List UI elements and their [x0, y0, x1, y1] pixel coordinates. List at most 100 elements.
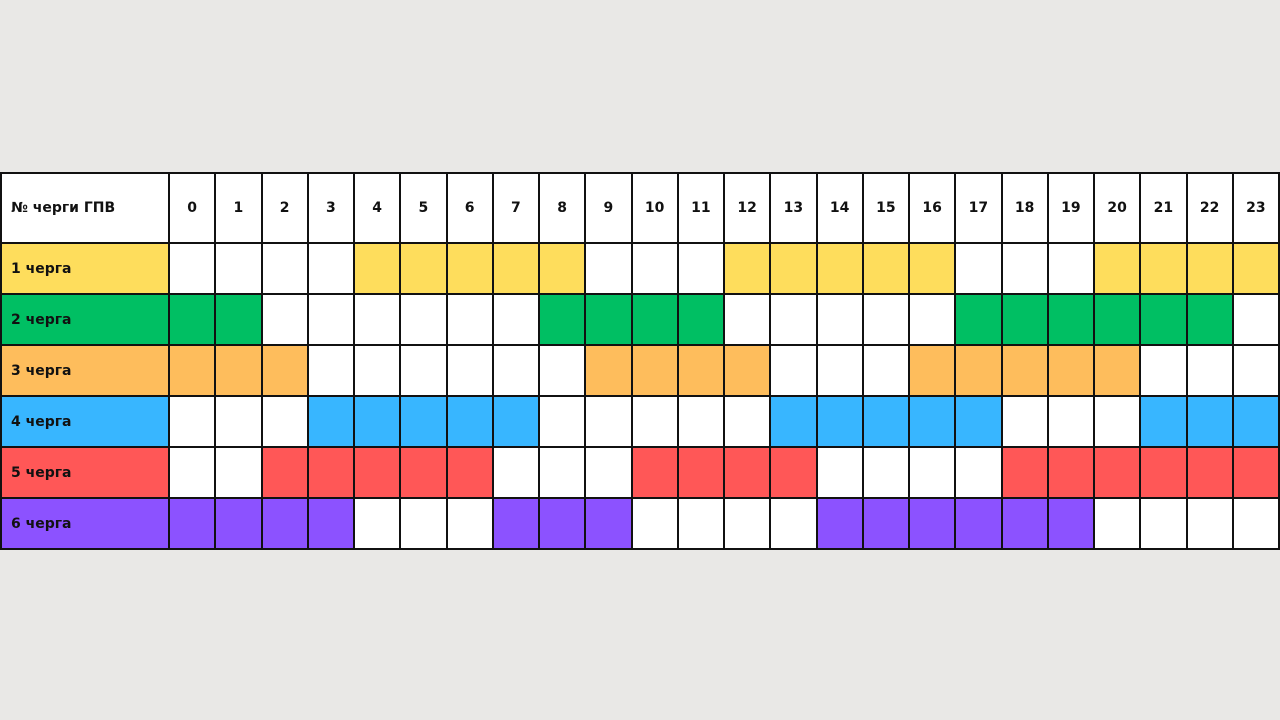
- queue-3-hour-13-cell: [769, 344, 818, 397]
- hour-header-5: 5: [399, 172, 448, 244]
- outage-schedule-table: № черги ГПВ 0 1 2 3 4 5 6 7 8 9 10 11 12 13 14 15 16 17 18…: [0, 172, 1280, 550]
- queue-4-hour-19-cell: [1046, 395, 1096, 448]
- queue-3-hour-0-cell: [167, 344, 217, 397]
- queue-4-hour-5-cell: [399, 395, 448, 448]
- queue-3-hour-16-cell: [907, 344, 957, 397]
- queue-row-4: 4 черга: [0, 395, 1280, 448]
- queue-6-hour-7-cell: [491, 497, 541, 550]
- queue-4-hour-15-cell: [861, 395, 911, 448]
- queue-1-hour-12-cell: [722, 242, 772, 295]
- queue-5-hour-14-cell: [815, 446, 864, 499]
- queue-2-hour-16-cell: [907, 293, 957, 346]
- queue-2-hour-18-cell: [1000, 293, 1049, 346]
- queue-3-hour-2-cell: [260, 344, 309, 397]
- queue-4-hour-4-cell: [352, 395, 402, 448]
- queue-6-hour-22-cell: [1185, 497, 1234, 550]
- queue-4-hour-3-cell: [306, 395, 356, 448]
- queue-2-hour-13-cell: [769, 293, 818, 346]
- queue-4-hour-6-cell: [445, 395, 494, 448]
- queue-3-hour-11-cell: [676, 344, 726, 397]
- queue-5-hour-18-cell: [1000, 446, 1049, 499]
- queue-4-hour-11-cell: [676, 395, 726, 448]
- queue-6-hour-5-cell: [399, 497, 448, 550]
- queue-1-hour-16-cell: [907, 242, 957, 295]
- queue-5-hour-4-cell: [352, 446, 402, 499]
- queue-2-hour-23-cell: [1231, 293, 1280, 346]
- queue-6-hour-6-cell: [445, 497, 494, 550]
- hour-header-12: 12: [722, 172, 772, 244]
- header-row: № черги ГПВ 0 1 2 3 4 5 6 7 8 9 10 11 12 13 14 15 16 17 18…: [0, 172, 1280, 244]
- queue-row-1: 1 черга: [0, 242, 1280, 295]
- queue-4-hour-16-cell: [907, 395, 957, 448]
- queue-5-hour-6-cell: [445, 446, 494, 499]
- queue-rows: 1 черга 2 черга 3 черга 4 черга 5 черга 6 чер…: [0, 242, 1280, 550]
- queue-6-hour-3-cell: [306, 497, 356, 550]
- queue-2-hour-20-cell: [1092, 293, 1142, 346]
- queue-3-hour-4-cell: [352, 344, 402, 397]
- hour-header-21: 21: [1139, 172, 1188, 244]
- queue-5-hour-0-cell: [167, 446, 217, 499]
- queue-1-hour-3-cell: [306, 242, 356, 295]
- queue-label: 6 черга: [0, 497, 170, 550]
- queue-4-hour-0-cell: [167, 395, 217, 448]
- queue-5-hour-23-cell: [1231, 446, 1280, 499]
- queue-label: 3 черга: [0, 344, 170, 397]
- queue-2-hour-22-cell: [1185, 293, 1234, 346]
- queue-2-hour-6-cell: [445, 293, 494, 346]
- queue-3-hour-14-cell: [815, 344, 864, 397]
- queue-6-hour-2-cell: [260, 497, 309, 550]
- queue-1-hour-8-cell: [537, 242, 587, 295]
- queue-label: 2 черга: [0, 293, 170, 346]
- queue-1-hour-21-cell: [1139, 242, 1188, 295]
- queue-4-hour-10-cell: [630, 395, 679, 448]
- queue-5-hour-9-cell: [584, 446, 633, 499]
- queue-3-hour-12-cell: [722, 344, 772, 397]
- queue-6-hour-8-cell: [537, 497, 587, 550]
- queue-row-6: 6 черга: [0, 497, 1280, 550]
- queue-4-hour-9-cell: [584, 395, 633, 448]
- queue-5-hour-2-cell: [260, 446, 309, 499]
- queue-6-hour-23-cell: [1231, 497, 1280, 550]
- hour-header-3: 3: [306, 172, 356, 244]
- queue-3-hour-20-cell: [1092, 344, 1142, 397]
- queue-6-hour-4-cell: [352, 497, 402, 550]
- header-label: № черги ГПВ: [0, 172, 170, 244]
- queue-3-hour-19-cell: [1046, 344, 1096, 397]
- queue-2-hour-14-cell: [815, 293, 864, 346]
- queue-5-hour-7-cell: [491, 446, 541, 499]
- queue-5-hour-11-cell: [676, 446, 726, 499]
- queue-5-hour-1-cell: [214, 446, 263, 499]
- hour-header-13: 13: [769, 172, 818, 244]
- queue-3-hour-7-cell: [491, 344, 541, 397]
- queue-2-hour-17-cell: [954, 293, 1003, 346]
- queue-5-hour-17-cell: [954, 446, 1003, 499]
- hour-header-23: 23: [1231, 172, 1280, 244]
- hour-header-6: 6: [445, 172, 494, 244]
- queue-1-hour-7-cell: [491, 242, 541, 295]
- queue-5-hour-5-cell: [399, 446, 448, 499]
- queue-2-hour-15-cell: [861, 293, 911, 346]
- hour-header-1: 1: [214, 172, 263, 244]
- queue-3-hour-18-cell: [1000, 344, 1049, 397]
- queue-4-hour-22-cell: [1185, 395, 1234, 448]
- queue-3-hour-22-cell: [1185, 344, 1234, 397]
- queue-1-hour-15-cell: [861, 242, 911, 295]
- queue-4-hour-1-cell: [214, 395, 263, 448]
- queue-4-hour-7-cell: [491, 395, 541, 448]
- queue-2-hour-0-cell: [167, 293, 217, 346]
- queue-5-hour-3-cell: [306, 446, 356, 499]
- queue-4-hour-23-cell: [1231, 395, 1280, 448]
- hour-header-9: 9: [584, 172, 633, 244]
- hour-header-11: 11: [676, 172, 726, 244]
- queue-5-hour-15-cell: [861, 446, 911, 499]
- queue-6-hour-12-cell: [722, 497, 772, 550]
- queue-6-hour-16-cell: [907, 497, 957, 550]
- queue-5-hour-19-cell: [1046, 446, 1096, 499]
- queue-6-hour-17-cell: [954, 497, 1003, 550]
- queue-2-hour-1-cell: [214, 293, 263, 346]
- queue-5-hour-12-cell: [722, 446, 772, 499]
- queue-1-hour-18-cell: [1000, 242, 1049, 295]
- queue-3-hour-5-cell: [399, 344, 448, 397]
- queue-1-hour-4-cell: [352, 242, 402, 295]
- queue-6-hour-14-cell: [815, 497, 864, 550]
